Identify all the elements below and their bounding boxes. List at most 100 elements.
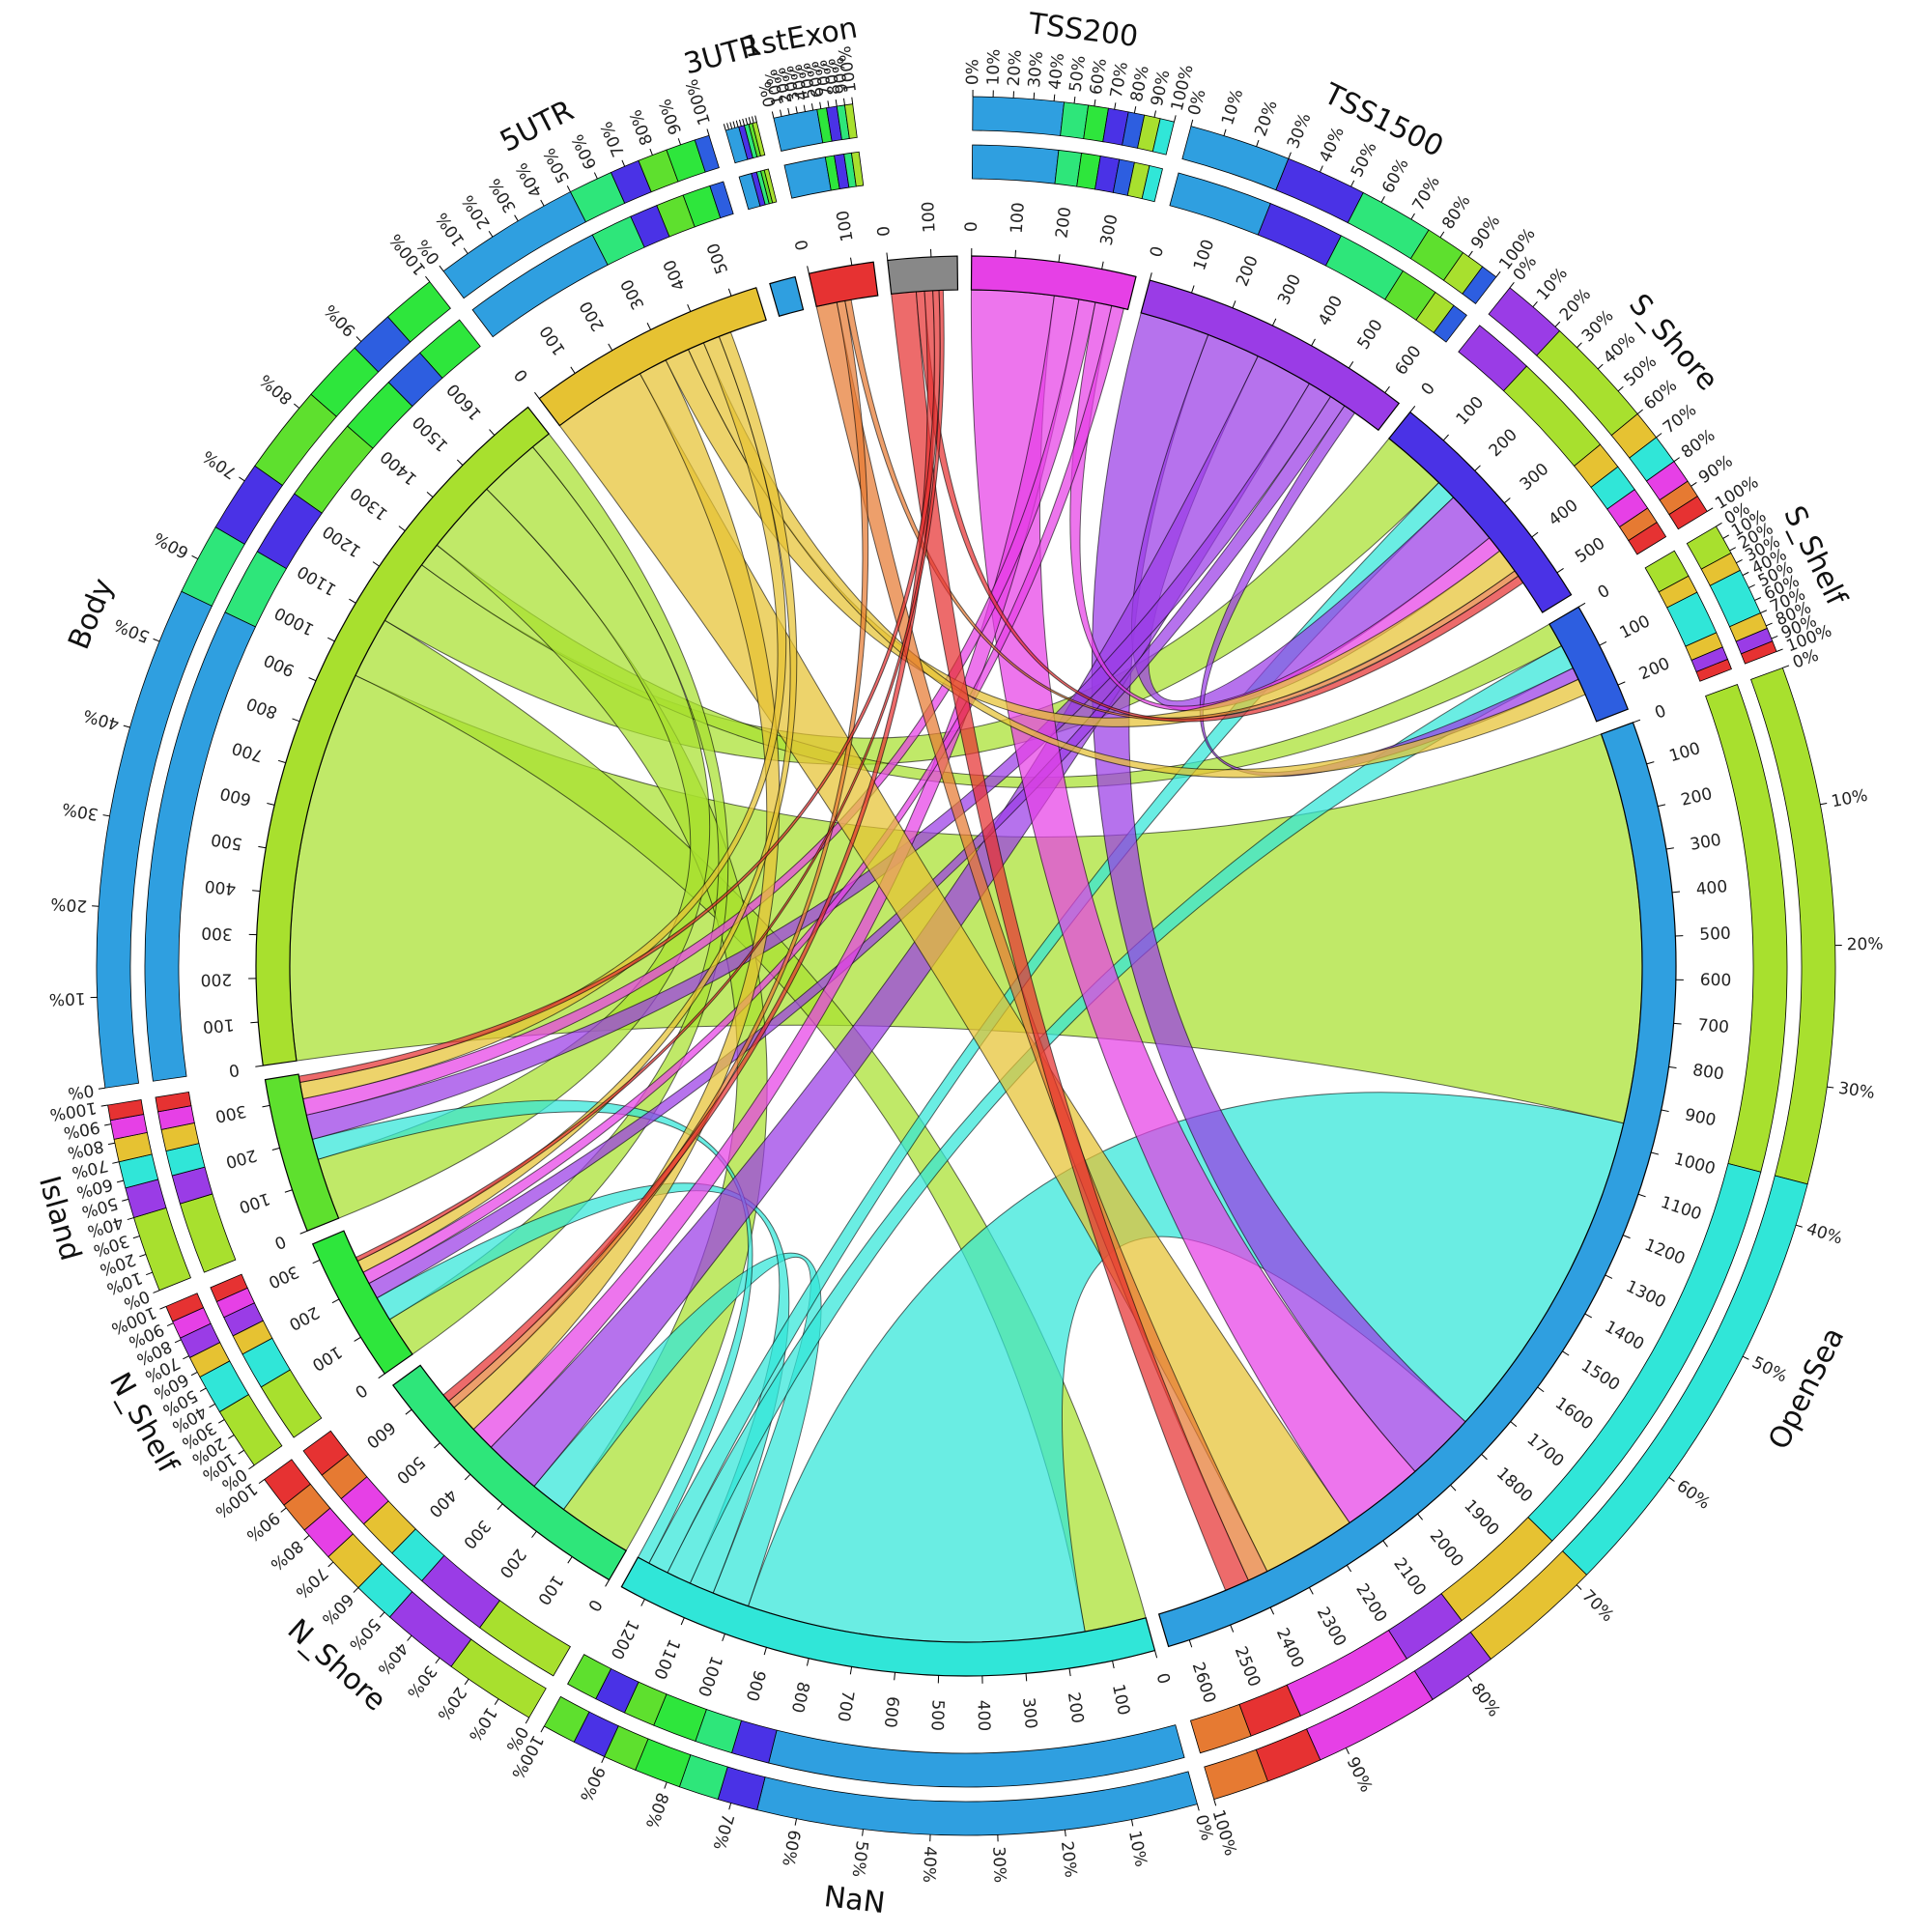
tick-label: 0 [962,221,981,232]
tick-mark [680,1617,685,1626]
tick-label: 100 [1617,611,1654,643]
pct-tick-mark [728,1803,732,1810]
tick-label: 2000 [1426,1526,1467,1571]
tick-mark [1661,1109,1669,1113]
pct-tick-label: 10% [432,209,469,249]
pct-tick-mark [174,1339,182,1344]
tick-mark [1665,847,1674,850]
pct-tick-label: 60% [1378,156,1413,197]
tick-label: 200 [223,1145,258,1172]
segment-Body [255,406,551,1066]
pct-tick-mark [464,1678,469,1686]
pct-tick-mark [795,106,798,114]
pct-tick-mark [1577,342,1582,349]
tick-label: 500 [704,241,733,276]
tick-mark [1622,1235,1631,1239]
tick-label: 300 [1274,271,1305,308]
pct-tick-mark [153,1290,160,1293]
pct-tick-label: 90% [1695,451,1737,488]
tick-mark [1308,1587,1314,1595]
stack-bar-TSS200-0 [971,144,1060,185]
tick-label: 600 [880,1695,902,1728]
pct-tick-mark [303,1535,310,1541]
pct-tick-mark [191,554,198,560]
pct-tick-mark [1467,1675,1473,1682]
segment-name-NaN: NaN [822,1880,887,1920]
pct-tick-mark [1706,507,1714,512]
tick-label: 1200 [320,521,365,560]
tick-mark [464,1473,471,1481]
tick-mark [886,252,889,261]
tick-label: 500 [1353,316,1386,353]
pct-tick-mark [258,1479,265,1485]
pct-tick-mark [1380,196,1385,203]
tick-mark [1599,640,1607,646]
pct-tick-mark [463,247,469,254]
tick-mark [763,1647,767,1656]
tick-mark [1510,1421,1518,1428]
pct-tick-mark [1153,110,1156,118]
pct-tick-mark [353,1587,359,1593]
pct-tick-mark [1776,648,1783,652]
pct-tick-label: 70% [199,446,241,483]
pct-tick-label: 50% [1348,139,1381,181]
tick-label: 2300 [1313,1604,1350,1650]
pct-tick-mark [745,118,749,126]
tick-label: 200 [1636,654,1673,684]
tick-label: 1500 [410,412,453,455]
pct-tick-mark [294,403,300,409]
tick-label: 300 [1517,460,1553,495]
tick-label: 100 [1190,237,1218,272]
tick-label: 1300 [347,483,391,524]
pct-tick-label: 20% [50,894,88,916]
stack-bar-TSS1500-0 [1433,304,1467,343]
pct-tick-label: 80% [1466,1680,1503,1720]
pct-tick-label: 50% [345,1614,384,1654]
tick-mark [646,323,652,330]
pct-tick-mark [123,724,130,728]
pct-tick-mark [593,172,598,180]
pct-tick-mark [1673,457,1680,463]
pct-tick-label: 10% [983,48,1004,85]
pct-tick-mark [525,1717,530,1724]
pct-tick-label: 10% [1218,87,1247,128]
tick-mark [1230,1624,1235,1633]
chord-ribbon-5UTR-N_Shore [453,359,781,1431]
pct-tick-mark [379,1611,385,1618]
pct-tick-label: 60% [151,527,192,561]
pct-tick-mark [112,1161,120,1164]
pct-tick-mark [771,111,775,119]
segment-5UTR [538,287,767,427]
tick-label: 500 [1699,924,1731,945]
pct-tick-mark [1795,1224,1803,1228]
pct-tick-mark [726,123,729,130]
pct-tick-mark [723,124,726,131]
stack-bar-Island-0 [155,1091,192,1113]
tick-mark [1474,465,1481,471]
tick-mark [1348,361,1354,369]
pct-tick-mark [1636,409,1643,414]
pct-tick-label: 70% [292,1563,331,1602]
tick-label: 100 [919,201,940,233]
pct-tick-label: 90% [576,1763,609,1804]
tick-label: 1400 [377,446,421,489]
tick-mark [277,759,286,764]
pct-tick-mark [1716,522,1722,527]
pct-tick-label: 90% [1343,1754,1377,1796]
tick-label: 2600 [1188,1660,1220,1705]
pct-tick-label: 100% [683,76,715,127]
pct-tick-label: 30% [988,1846,1009,1884]
stack-bar-TSS1500-1 [1462,266,1497,305]
segment-OpenSea [1157,722,1677,1648]
segment-NaN [620,1556,1156,1677]
segment-name-Body: Body [62,574,121,654]
pct-tick-mark [100,1104,108,1107]
stack-bar-Island-1 [107,1098,145,1122]
tick-label: 0 [874,225,895,238]
stack-bar-5UTR-0 [709,181,734,219]
pct-tick-mark [1033,92,1036,99]
segment-1stExon_b [887,255,959,295]
pct-tick-mark [835,99,838,107]
tick-mark [312,1259,321,1264]
tick-mark [354,1336,361,1342]
